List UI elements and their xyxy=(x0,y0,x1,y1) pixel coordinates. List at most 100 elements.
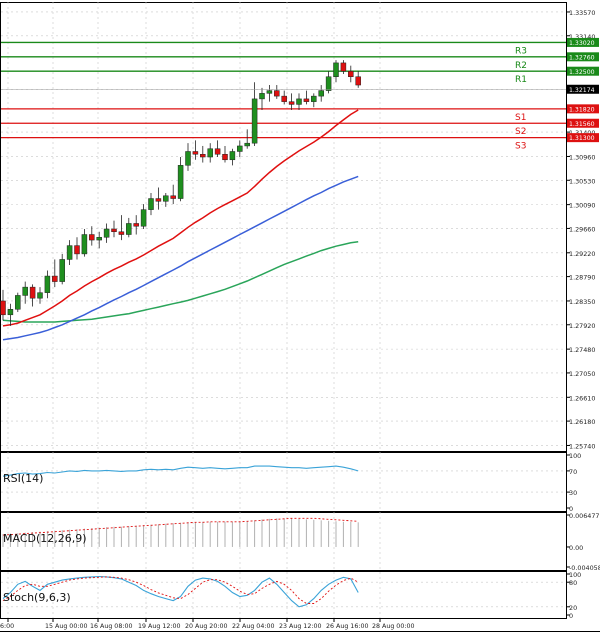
stoch-d-line xyxy=(2,576,359,604)
y-tick-label: 1.25740 xyxy=(569,442,595,450)
y-tick-label: 30 xyxy=(569,489,577,497)
ma-fast-line xyxy=(2,109,359,327)
candle-body xyxy=(0,300,6,316)
candle-body xyxy=(311,95,317,102)
candle-body xyxy=(29,286,36,299)
y-tick-label: 1.27050 xyxy=(569,370,595,378)
candle-body xyxy=(81,234,88,255)
candle-body xyxy=(222,154,228,161)
current-price-label: 1.32174 xyxy=(569,87,595,94)
candle-body xyxy=(103,228,110,238)
x-tick-label: 22 Aug 04:00 xyxy=(232,623,274,630)
level-price-label: 1.31560 xyxy=(569,121,595,128)
candle-body xyxy=(259,93,265,100)
level-name-r2: R2 xyxy=(515,61,527,71)
y-tick-label: 1.26180 xyxy=(569,418,595,426)
candle-body xyxy=(96,237,102,241)
y-tick-label: 1.28790 xyxy=(569,274,595,282)
level-price-label: 1.33020 xyxy=(569,40,595,47)
candle-body xyxy=(44,275,51,293)
indicator-title: RSI(14) xyxy=(3,472,43,485)
pane-frame-stoch xyxy=(0,571,567,619)
y-tick-label: 1.28350 xyxy=(569,298,595,306)
candle-body xyxy=(355,76,361,86)
candle-body xyxy=(133,223,139,227)
candle-body xyxy=(281,95,287,102)
candle-body xyxy=(140,209,147,227)
candle-body xyxy=(7,309,14,316)
candle-body xyxy=(59,259,65,282)
y-tick-label: 0.00 xyxy=(569,544,583,552)
candle-body xyxy=(118,231,125,235)
pane-frame-rsi xyxy=(0,452,567,512)
level-price-box xyxy=(567,104,599,114)
x-tick-label: 26 Aug 16:00 xyxy=(326,623,368,630)
candle-body xyxy=(325,76,332,91)
y-tick-label: 1.27480 xyxy=(569,346,595,354)
y-tick-label: 1.31400 xyxy=(569,129,595,137)
candle-body xyxy=(89,234,95,241)
y-tick-label: 20 xyxy=(569,604,577,612)
candle-body xyxy=(22,286,28,296)
level-price-box xyxy=(567,66,599,76)
level-name-s2: S2 xyxy=(515,127,526,137)
y-tick-label: 0 xyxy=(569,612,573,620)
y-tick-label: 1.27920 xyxy=(569,322,595,330)
candle-body xyxy=(15,295,21,310)
level-name-r3: R3 xyxy=(515,46,527,56)
y-tick-label: 1.30530 xyxy=(569,177,595,185)
candle-body xyxy=(66,245,73,260)
y-tick-label: 0 xyxy=(569,505,573,513)
level-name-r1: R1 xyxy=(515,75,527,85)
candle-body xyxy=(288,101,295,105)
candle-body xyxy=(37,292,43,299)
candle-body xyxy=(229,151,236,161)
candle-body xyxy=(170,195,176,199)
y-tick-label: 1.33140 xyxy=(569,33,595,41)
candle-body xyxy=(111,228,117,233)
indicator-title: Stoch(9,6,3) xyxy=(3,591,71,604)
candle-body xyxy=(74,245,80,255)
candle-body xyxy=(318,90,324,97)
candle-body xyxy=(163,195,169,202)
y-tick-label: 100 xyxy=(569,452,581,460)
level-price-label: 1.32760 xyxy=(569,54,595,61)
candle-body xyxy=(251,98,258,144)
x-tick-label: 16 Aug 08:00 xyxy=(90,623,132,630)
current-price-box xyxy=(567,84,599,94)
y-tick-label: 100 xyxy=(569,571,581,579)
y-tick-label: 1.26610 xyxy=(569,394,595,402)
ma-slow-line xyxy=(2,240,359,323)
x-tick-label: 15 Aug 00:00 xyxy=(45,623,87,630)
y-tick-label: 1.30960 xyxy=(569,153,595,161)
indicator-title: MACD(12,26,9) xyxy=(3,532,87,545)
candle-body xyxy=(303,98,310,102)
candle-body xyxy=(155,198,162,202)
ma-mid-line xyxy=(2,175,359,341)
pane-frame-main xyxy=(0,2,567,452)
rsi-line xyxy=(2,465,359,477)
y-tick-label: 80 xyxy=(569,579,577,587)
x-tick-label: 6:00 xyxy=(0,623,14,630)
level-price-box xyxy=(567,133,599,143)
y-tick-label: -0.004058 xyxy=(569,564,600,572)
candle-body xyxy=(244,142,250,147)
candle-body xyxy=(185,151,191,166)
candle-body xyxy=(148,198,154,210)
candle-body xyxy=(274,90,280,97)
level-name-s3: S3 xyxy=(515,142,526,152)
y-tick-label: 1.29220 xyxy=(569,250,595,258)
candle-body xyxy=(296,98,302,105)
level-price-box xyxy=(567,52,599,62)
y-tick-label: 1.30090 xyxy=(569,202,595,210)
candle-body xyxy=(214,148,221,155)
candle-body xyxy=(266,90,273,94)
candle-body xyxy=(340,62,347,72)
x-tick-label: 28 Aug 00:00 xyxy=(372,623,414,630)
y-tick-label: 1.33570 xyxy=(569,9,595,17)
candle-body xyxy=(177,165,184,199)
x-tick-label: 20 Aug 20:00 xyxy=(185,623,227,630)
candle-body xyxy=(52,275,58,282)
